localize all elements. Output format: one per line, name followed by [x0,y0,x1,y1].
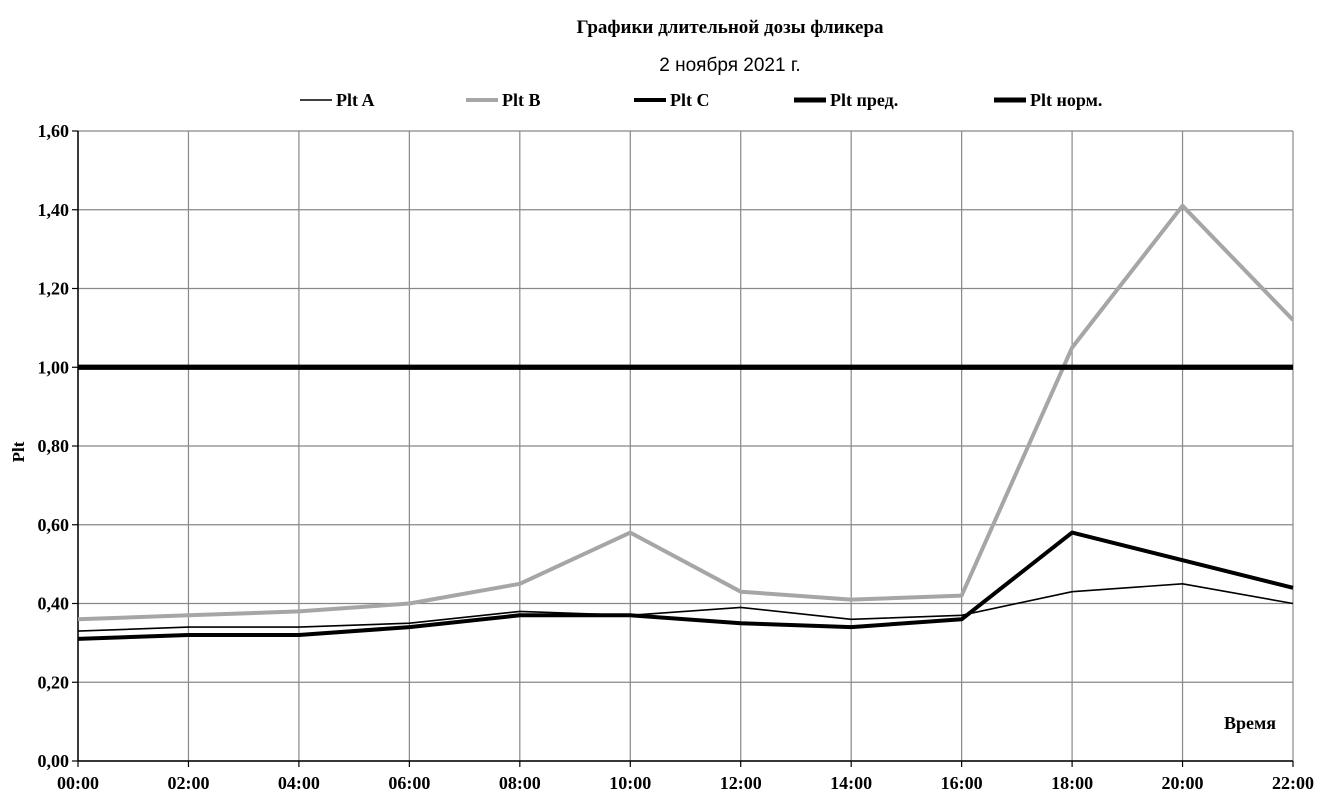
series-line-1 [77,203,1295,622]
legend-label-3: Plt пред. [830,90,898,110]
x-tick-label: 14:00 [830,773,872,793]
x-axis-title: Время [1224,713,1276,733]
y-tick-label: 0,20 [38,672,70,692]
grid [77,130,1294,762]
y-tick-label: 0,40 [38,594,70,614]
x-tick-label: 22:00 [1272,773,1314,793]
legend-label-2: Plt C [670,90,710,110]
x-tick-label: 18:00 [1051,773,1093,793]
y-tick-label: 1,20 [38,279,70,299]
chart-subtitle: 2 ноября 2021 г. [659,55,800,76]
y-tick-label: 1,40 [38,200,70,220]
x-tick-label: 02:00 [167,773,209,793]
chart-title: Графики длительной дозы фликера [576,17,884,38]
legend-label-0: Plt A [336,90,375,110]
axis-ticks: 0,00 0,20 0,40 0,60 0,80 1,00 1,20 1,40 1,60 00:0… [38,121,1315,793]
x-tick-label: 12:00 [720,773,762,793]
x-tick-label: 06:00 [388,773,430,793]
x-tick-label: 20:00 [1162,773,1204,793]
series-lines [77,203,1295,641]
y-tick-label: 0,80 [38,436,70,456]
x-tick-label: 10:00 [609,773,651,793]
y-tick-label: 1,00 [38,357,70,377]
y-axis-title: Plt [9,441,28,462]
legend-label-4: Plt норм. [1030,90,1102,110]
legend: Plt A Plt B Plt C Plt пред. Plt норм. [300,90,1102,110]
x-tick-label: 00:00 [57,773,99,793]
x-tick-label: 08:00 [499,773,541,793]
x-tick-label: 16:00 [941,773,983,793]
x-tick-label: 04:00 [278,773,320,793]
y-tick-label: 1,60 [38,121,70,141]
series-line-0 [77,582,1294,632]
y-tick-label: 0,60 [38,515,70,535]
series-line-2 [77,530,1294,641]
legend-label-1: Plt B [502,90,541,110]
y-tick-label: 0,00 [38,751,70,771]
